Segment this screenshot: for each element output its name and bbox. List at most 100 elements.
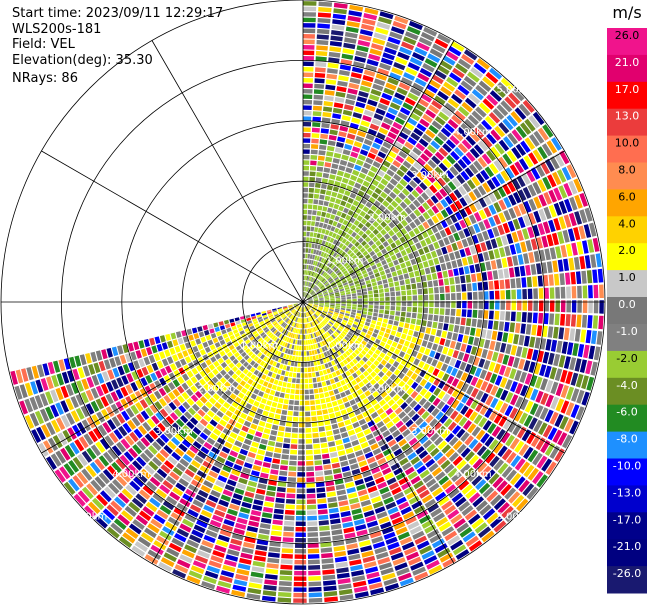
range-gate bbox=[455, 370, 464, 379]
range-gate bbox=[144, 448, 154, 459]
range-gate bbox=[478, 300, 484, 309]
range-gate bbox=[510, 455, 522, 468]
range-gate bbox=[485, 395, 494, 406]
range-gate bbox=[101, 349, 108, 360]
range-gate bbox=[554, 273, 560, 286]
range-gate bbox=[334, 290, 339, 294]
range-gate bbox=[404, 206, 413, 215]
range-gate bbox=[316, 262, 321, 267]
range-gate bbox=[388, 229, 395, 237]
range-gate bbox=[319, 269, 323, 275]
range-gate bbox=[294, 554, 307, 559]
range-gate bbox=[439, 60, 453, 71]
range-gate bbox=[76, 380, 84, 392]
range-gate bbox=[305, 439, 313, 444]
range-gate bbox=[77, 453, 88, 467]
range-gate bbox=[51, 419, 61, 433]
range-gate bbox=[418, 301, 423, 307]
range-gate bbox=[281, 409, 288, 415]
range-gate bbox=[442, 373, 450, 382]
range-gate bbox=[307, 204, 313, 210]
range-gate bbox=[327, 337, 332, 343]
range-gate bbox=[313, 299, 319, 301]
range-gate bbox=[271, 335, 276, 340]
range-gate bbox=[343, 284, 349, 288]
range-gate bbox=[331, 400, 338, 407]
range-gate bbox=[448, 234, 455, 244]
range-gate bbox=[153, 472, 164, 483]
range-gate bbox=[412, 307, 418, 313]
range-gate bbox=[566, 342, 574, 355]
range-gate bbox=[358, 460, 368, 468]
range-gate bbox=[460, 431, 470, 442]
range-gate bbox=[119, 454, 130, 466]
range-gate bbox=[214, 342, 221, 348]
range-gate bbox=[526, 486, 539, 500]
range-gate bbox=[321, 178, 328, 184]
range-gate bbox=[319, 194, 325, 200]
range-gate bbox=[520, 385, 529, 397]
range-gate bbox=[240, 412, 248, 420]
range-gate bbox=[303, 78, 313, 83]
range-gate bbox=[271, 525, 283, 531]
range-gate bbox=[316, 256, 320, 261]
range-gate bbox=[240, 319, 246, 324]
range-gate bbox=[456, 174, 466, 185]
range-gate bbox=[446, 76, 459, 88]
range-gate bbox=[410, 258, 417, 265]
range-gate bbox=[366, 571, 380, 580]
range-gate bbox=[535, 164, 546, 178]
range-gate bbox=[395, 291, 401, 296]
range-gate bbox=[286, 366, 291, 371]
range-gate bbox=[339, 455, 348, 462]
range-gate bbox=[435, 202, 444, 211]
range-gate bbox=[287, 360, 292, 366]
range-gate bbox=[235, 522, 247, 530]
range-gate bbox=[263, 316, 269, 321]
range-gate bbox=[374, 78, 386, 86]
range-gate bbox=[452, 67, 465, 79]
range-gate bbox=[325, 190, 332, 196]
range-gate bbox=[366, 520, 379, 528]
range-gate bbox=[321, 552, 333, 559]
range-gate bbox=[304, 307, 306, 312]
range-gate bbox=[390, 310, 395, 316]
range-gate bbox=[379, 164, 388, 173]
range-gate bbox=[252, 464, 262, 472]
range-gate bbox=[312, 272, 316, 277]
range-gate bbox=[354, 331, 360, 337]
range-gate bbox=[385, 583, 400, 592]
range-gate bbox=[338, 315, 344, 319]
range-gate bbox=[370, 165, 379, 173]
range-gate bbox=[440, 459, 451, 470]
range-gate bbox=[222, 465, 232, 473]
range-gate bbox=[339, 311, 345, 315]
range-gate bbox=[491, 330, 498, 341]
range-gate bbox=[444, 356, 452, 365]
range-gate bbox=[303, 121, 312, 127]
range-gate bbox=[282, 322, 286, 327]
range-gate bbox=[405, 215, 413, 224]
range-gate bbox=[392, 361, 400, 368]
range-gate bbox=[343, 253, 349, 259]
range-gate bbox=[382, 467, 392, 476]
range-gate bbox=[72, 424, 82, 437]
range-gate bbox=[481, 349, 488, 359]
range-gate bbox=[354, 318, 360, 323]
range-gate bbox=[260, 438, 268, 445]
range-gate bbox=[344, 233, 351, 240]
range-gate bbox=[341, 299, 346, 302]
range-ring-label: 4.00km bbox=[454, 469, 492, 480]
range-gate bbox=[411, 413, 420, 422]
range-gate bbox=[405, 419, 414, 428]
range-gate bbox=[293, 367, 297, 372]
range-gate bbox=[482, 182, 491, 193]
range-gate bbox=[265, 376, 271, 382]
range-gate bbox=[499, 247, 506, 258]
range-gate bbox=[284, 359, 289, 365]
range-gate bbox=[291, 315, 295, 320]
range-gate bbox=[336, 280, 341, 285]
range-gate bbox=[350, 174, 358, 182]
range-gate bbox=[543, 274, 549, 287]
range-gate bbox=[231, 469, 241, 477]
